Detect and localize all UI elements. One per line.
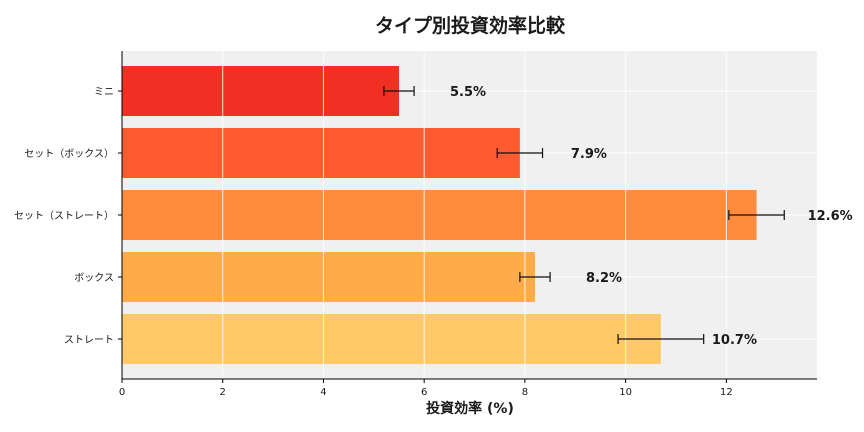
bar <box>122 190 757 240</box>
value-label: 12.6% <box>808 209 853 224</box>
vertical-grid-lines <box>222 51 727 379</box>
bars <box>122 66 757 364</box>
x-axis-label: 投資効率 (%) <box>426 400 514 417</box>
bar <box>122 314 661 364</box>
x-tick-label: 4 <box>320 387 326 398</box>
category-label: ミニ <box>94 87 114 98</box>
value-label: 8.2% <box>586 271 622 286</box>
category-label: ストレート <box>64 335 114 346</box>
category-label: セット（ストレート） <box>14 210 114 222</box>
error-bars <box>383 86 785 344</box>
error-bar <box>617 334 705 344</box>
category-label: セット（ボックス） <box>24 148 114 160</box>
bar <box>122 128 520 178</box>
category-label: ボックス <box>74 272 114 284</box>
value-label: 10.7% <box>712 333 757 348</box>
error-bar <box>519 272 551 282</box>
error-bar <box>496 148 544 158</box>
bar <box>122 66 399 116</box>
x-tick-label: 6 <box>421 387 427 398</box>
x-tick-label: 8 <box>522 387 528 398</box>
x-tick-label: 2 <box>220 387 226 398</box>
x-tick-label: 0 <box>119 387 125 398</box>
bar <box>122 252 535 302</box>
value-label: 5.5% <box>450 85 486 100</box>
x-tick-labels: 0 2 4 6 8 10 12 <box>119 379 733 398</box>
error-bar <box>383 86 415 96</box>
chart-title: タイプ別投資効率比較 <box>375 14 566 37</box>
value-label: 7.9% <box>571 147 607 162</box>
x-tick-label: 10 <box>619 387 632 398</box>
value-labels: 5.5% 7.9% 12.6% 8.2% 10.7% <box>450 85 853 348</box>
error-bar <box>728 210 785 220</box>
x-tick-label: 12 <box>720 387 733 398</box>
